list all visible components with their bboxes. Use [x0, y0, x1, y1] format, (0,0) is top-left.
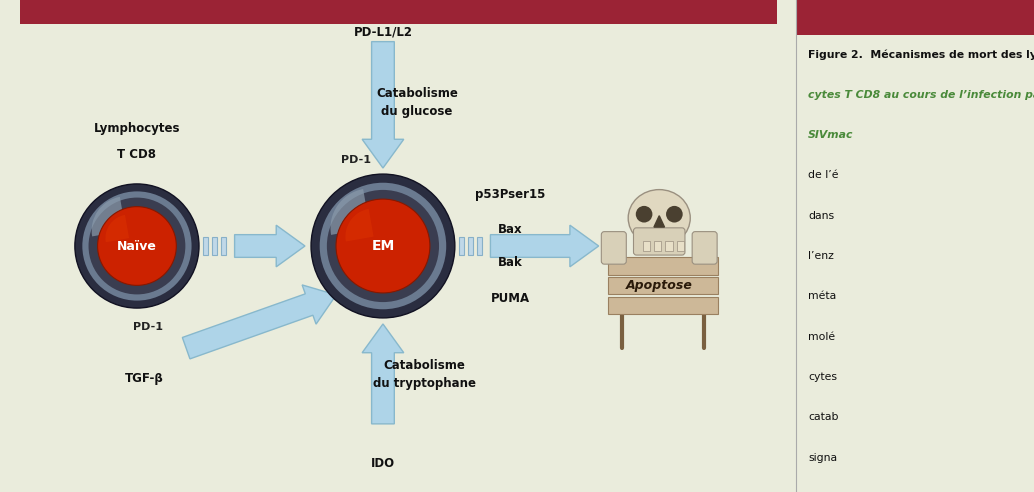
Text: PUMA: PUMA: [490, 292, 529, 306]
Bar: [212, 237, 217, 255]
Text: cytes T CD8 au cours de l’infection par le: cytes T CD8 au cours de l’infection par …: [809, 90, 1034, 99]
Text: dans: dans: [809, 211, 834, 220]
Circle shape: [89, 198, 185, 294]
Bar: [467, 237, 473, 255]
Text: de l’é: de l’é: [809, 170, 839, 180]
FancyBboxPatch shape: [602, 232, 627, 264]
Bar: [796, 0, 1034, 35]
Text: EM: EM: [371, 239, 395, 253]
Bar: [608, 277, 718, 294]
Text: l’enz: l’enz: [809, 251, 834, 261]
Circle shape: [97, 207, 177, 285]
Circle shape: [83, 191, 191, 301]
Wedge shape: [105, 215, 129, 242]
Bar: [608, 257, 718, 275]
Bar: [676, 241, 685, 251]
Text: Naïve: Naïve: [117, 240, 157, 252]
Polygon shape: [653, 215, 665, 227]
Text: Lymphocytes: Lymphocytes: [94, 122, 180, 135]
Circle shape: [336, 199, 430, 293]
FancyArrow shape: [235, 225, 305, 267]
Circle shape: [327, 190, 439, 302]
Text: SIVmac: SIVmac: [809, 130, 854, 140]
Ellipse shape: [636, 206, 652, 222]
FancyArrow shape: [362, 324, 403, 424]
Text: cytes: cytes: [809, 372, 838, 382]
FancyArrow shape: [490, 225, 599, 267]
Text: Figure 2.  Mécanismes de mort des lympho-: Figure 2. Mécanismes de mort des lympho-: [809, 49, 1034, 60]
Text: méta: méta: [809, 291, 837, 301]
Text: IDO: IDO: [371, 457, 395, 470]
Circle shape: [311, 174, 455, 318]
Text: Bak: Bak: [497, 256, 522, 269]
Text: Catabolisme
du tryptophane: Catabolisme du tryptophane: [373, 359, 476, 390]
Circle shape: [74, 184, 199, 308]
Text: catab: catab: [809, 412, 839, 422]
Text: Bax: Bax: [497, 223, 522, 236]
Bar: [642, 241, 650, 251]
Wedge shape: [345, 209, 373, 242]
Text: p53Pser15: p53Pser15: [475, 188, 545, 201]
Wedge shape: [331, 189, 370, 235]
Bar: [221, 237, 226, 255]
Ellipse shape: [666, 206, 682, 222]
Text: molé: molé: [809, 332, 835, 341]
FancyArrow shape: [362, 42, 403, 168]
Ellipse shape: [629, 189, 691, 246]
Text: PD-L1/L2: PD-L1/L2: [354, 25, 413, 38]
FancyBboxPatch shape: [692, 232, 718, 264]
Text: T CD8: T CD8: [118, 148, 156, 161]
Bar: [203, 237, 208, 255]
Wedge shape: [92, 197, 126, 237]
Bar: [665, 241, 673, 251]
Bar: [459, 237, 464, 255]
Text: TGF-β: TGF-β: [125, 372, 164, 385]
Text: signa: signa: [809, 453, 838, 462]
Text: Catabolisme
du glucose: Catabolisme du glucose: [376, 87, 458, 118]
FancyBboxPatch shape: [634, 228, 685, 255]
Bar: [20, 0, 777, 24]
Circle shape: [320, 183, 447, 309]
Bar: [653, 241, 662, 251]
Text: Apoptose: Apoptose: [626, 279, 693, 292]
FancyArrow shape: [182, 285, 336, 359]
Bar: [608, 297, 718, 314]
Text: PD-1: PD-1: [133, 322, 163, 332]
Bar: [477, 237, 482, 255]
Text: PD-1: PD-1: [341, 155, 371, 165]
